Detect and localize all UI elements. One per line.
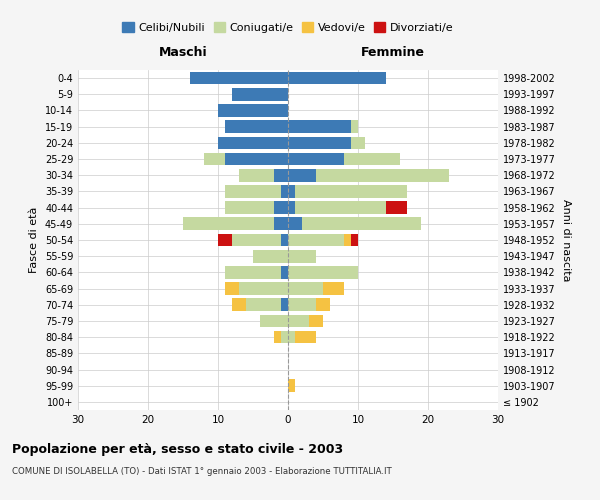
Bar xyxy=(351,120,358,133)
Bar xyxy=(316,298,330,311)
Bar xyxy=(288,218,302,230)
Bar xyxy=(302,218,421,230)
Bar xyxy=(274,169,288,181)
Bar xyxy=(281,266,288,278)
Bar xyxy=(204,152,225,166)
Bar xyxy=(386,202,407,214)
Bar xyxy=(232,88,288,101)
Bar xyxy=(344,152,400,166)
Bar xyxy=(295,185,407,198)
Bar xyxy=(288,120,351,133)
Bar xyxy=(281,185,288,198)
Bar xyxy=(225,202,274,214)
Bar xyxy=(288,282,323,295)
Bar xyxy=(344,234,351,246)
Bar xyxy=(288,202,295,214)
Bar xyxy=(316,169,449,181)
Bar xyxy=(225,266,281,278)
Bar xyxy=(225,152,288,166)
Bar xyxy=(281,298,288,311)
Bar xyxy=(295,331,316,344)
Bar xyxy=(288,152,344,166)
Bar xyxy=(288,298,316,311)
Bar xyxy=(281,331,288,344)
Bar xyxy=(288,314,309,328)
Bar xyxy=(225,120,288,133)
Bar xyxy=(288,72,386,85)
Bar xyxy=(239,169,274,181)
Text: Maschi: Maschi xyxy=(158,46,208,60)
Text: Femmine: Femmine xyxy=(361,46,425,60)
Bar xyxy=(288,169,316,181)
Bar xyxy=(288,136,351,149)
Bar xyxy=(288,380,295,392)
Bar xyxy=(260,314,288,328)
Bar xyxy=(274,202,288,214)
Bar xyxy=(288,331,295,344)
Bar xyxy=(288,266,358,278)
Bar xyxy=(295,202,386,214)
Bar xyxy=(274,331,281,344)
Bar xyxy=(232,298,246,311)
Bar xyxy=(288,250,316,262)
Bar xyxy=(190,72,288,85)
Text: COMUNE DI ISOLABELLA (TO) - Dati ISTAT 1° gennaio 2003 - Elaborazione TUTTITALIA: COMUNE DI ISOLABELLA (TO) - Dati ISTAT 1… xyxy=(12,468,392,476)
Bar xyxy=(218,104,288,117)
Text: Popolazione per età, sesso e stato civile - 2003: Popolazione per età, sesso e stato civil… xyxy=(12,442,343,456)
Bar xyxy=(246,298,281,311)
Bar xyxy=(274,218,288,230)
Bar xyxy=(225,282,239,295)
Bar xyxy=(253,250,288,262)
Bar xyxy=(218,234,232,246)
Bar xyxy=(239,282,288,295)
Bar xyxy=(232,234,281,246)
Y-axis label: Anni di nascita: Anni di nascita xyxy=(561,198,571,281)
Bar xyxy=(288,234,344,246)
Bar xyxy=(309,314,323,328)
Y-axis label: Fasce di età: Fasce di età xyxy=(29,207,39,273)
Bar xyxy=(225,185,281,198)
Bar xyxy=(288,185,295,198)
Bar xyxy=(281,234,288,246)
Bar xyxy=(218,136,288,149)
Bar xyxy=(351,136,365,149)
Bar xyxy=(351,234,358,246)
Bar xyxy=(323,282,344,295)
Legend: Celibi/Nubili, Coniugati/e, Vedovi/e, Divorziati/e: Celibi/Nubili, Coniugati/e, Vedovi/e, Di… xyxy=(118,18,458,37)
Bar xyxy=(183,218,274,230)
